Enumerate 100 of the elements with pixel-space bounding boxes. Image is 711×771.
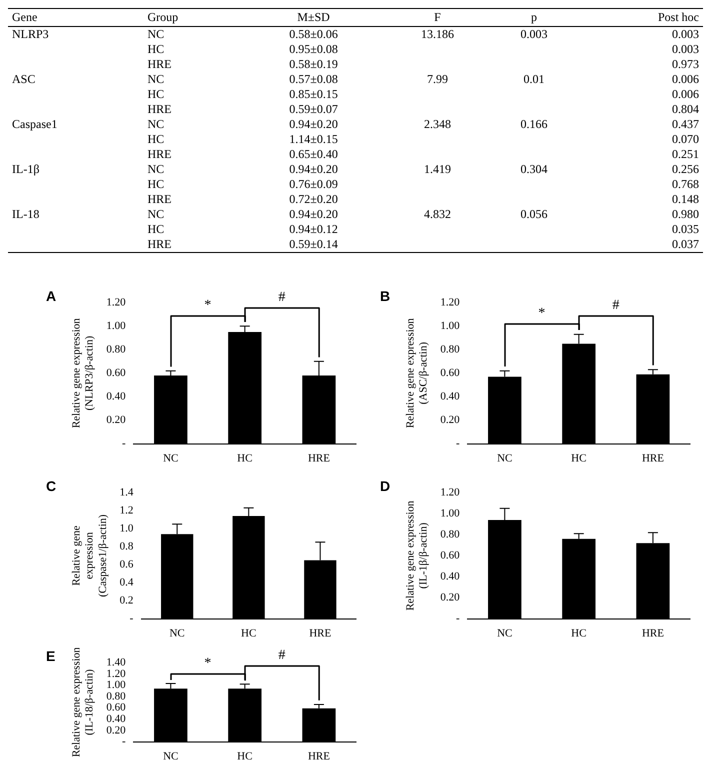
y-tick-label: 1.20 xyxy=(440,296,460,308)
y-tick-label: - xyxy=(122,438,126,450)
x-tick-label: HRE xyxy=(308,452,330,464)
x-tick-label: HC xyxy=(241,627,256,640)
text: 0.070 xyxy=(672,132,699,146)
text: ASC xyxy=(12,72,36,86)
text: 0.804 xyxy=(672,102,699,116)
text: 0.251 xyxy=(672,147,699,161)
y-tick-label: 0.4 xyxy=(120,576,134,589)
y-tick-label: 0.6 xyxy=(120,558,134,571)
y-tick-label: 0.80 xyxy=(440,344,460,356)
annotation: # xyxy=(611,298,620,314)
text: 0.57±0.08 xyxy=(289,72,338,86)
y-tick-label: 1.2 xyxy=(120,504,134,517)
text: 0.94±0.20 xyxy=(289,207,338,221)
y-tick-label: 0.60 xyxy=(106,702,126,714)
text: IL-1β xyxy=(12,162,40,176)
y-tick-label: 1.00 xyxy=(106,679,126,692)
text: HC xyxy=(147,42,164,56)
chart-title: B xyxy=(380,288,390,304)
text: 0.85±0.15 xyxy=(289,87,338,101)
x-tick-label: HC xyxy=(237,750,252,762)
x-tick-label: HC xyxy=(237,452,252,464)
text: HRE xyxy=(147,147,172,161)
y-tick-label: 0.20 xyxy=(440,592,460,604)
text: 0.006 xyxy=(672,87,699,101)
y-tick-label: 0.80 xyxy=(440,528,460,541)
category-label: Group xyxy=(143,8,242,26)
text: 0.256 xyxy=(672,162,699,176)
y-tick-label: 1.00 xyxy=(440,508,460,520)
annotation: # xyxy=(277,290,286,306)
text: 7.99 xyxy=(426,72,448,86)
y-tick-label: 0.40 xyxy=(440,570,460,583)
text: 2.348 xyxy=(424,117,451,131)
text: 0.94±0.20 xyxy=(289,162,338,176)
text: NC xyxy=(147,27,164,41)
category-label: F xyxy=(385,8,490,26)
y-tick-label: 0.80 xyxy=(106,690,126,702)
text: HRE xyxy=(147,102,172,116)
x-tick-label: NC xyxy=(163,750,178,762)
text: 0.94±0.12 xyxy=(289,222,338,236)
text: NC xyxy=(147,207,164,221)
text: 0.76±0.09 xyxy=(289,177,338,191)
y-tick-label: 0.60 xyxy=(106,367,126,380)
y-tick-label: 1.20 xyxy=(440,486,460,498)
chart-title: E xyxy=(46,648,56,664)
y-tick-label: - xyxy=(122,736,126,748)
text: Caspase1 xyxy=(12,117,58,131)
text: 0.01 xyxy=(524,72,544,86)
y-tick-label: - xyxy=(456,438,460,450)
y-tick-label: 1.20 xyxy=(106,296,126,308)
text: NC xyxy=(147,162,164,176)
text: 0.148 xyxy=(672,192,699,206)
text: 0.035 xyxy=(672,222,699,236)
y-tick-label: - xyxy=(456,612,460,625)
x-tick-label: NC xyxy=(497,452,512,464)
text: 0.973 xyxy=(672,57,699,71)
text: 0.166 xyxy=(520,117,548,131)
y-tick-label: 0.40 xyxy=(440,390,460,403)
x-tick-label: HC xyxy=(571,452,586,464)
text: 0.006 xyxy=(672,72,699,86)
chart-title: D xyxy=(380,478,390,494)
x-tick-label: HRE xyxy=(642,452,664,464)
text: 0.59±0.07 xyxy=(289,102,338,116)
text: HRE xyxy=(147,192,172,206)
text: 0.003 xyxy=(672,27,699,41)
text: 0.58±0.19 xyxy=(289,57,338,71)
text: 1.14±0.15 xyxy=(289,132,338,146)
category-label: Post hoc xyxy=(578,8,703,26)
y-tick-label: 1.00 xyxy=(106,320,126,332)
annotation: # xyxy=(277,648,286,664)
text: NLRP3 xyxy=(12,27,49,41)
x-tick-label: NC xyxy=(497,627,512,640)
text: 0.003 xyxy=(672,42,699,56)
text: HRE xyxy=(147,57,172,71)
text: HC xyxy=(147,222,164,236)
text: 0.437 xyxy=(672,117,699,131)
y-tick-label: 0.80 xyxy=(106,344,126,356)
text: HC xyxy=(147,132,164,146)
x-tick-label: NC xyxy=(169,627,185,640)
text: 0.95±0.08 xyxy=(289,42,338,56)
text: 0.768 xyxy=(672,177,699,191)
text: 0.58±0.06 xyxy=(289,27,338,41)
x-tick-label: NC xyxy=(163,452,178,464)
y-tick-label: 0.20 xyxy=(106,724,126,736)
text: IL-18 xyxy=(12,207,40,221)
x-tick-label: HRE xyxy=(308,750,330,762)
y-tick-label: 0.2 xyxy=(120,594,134,607)
chart-title: A xyxy=(46,288,56,304)
text: 0.72±0.20 xyxy=(289,192,338,206)
y-axis-title: Relative gene expression (ASC/β-actin) xyxy=(404,318,430,428)
text: 0.980 xyxy=(672,207,699,221)
y-tick-label: 0.20 xyxy=(440,414,460,426)
text: 0.056 xyxy=(520,207,548,221)
annotation: * xyxy=(203,656,212,672)
text: 0.59±0.14 xyxy=(289,237,338,251)
y-tick-label: 1.20 xyxy=(106,668,126,680)
y-tick-label: 0.60 xyxy=(440,550,460,562)
y-tick-label: 0.40 xyxy=(106,390,126,403)
text: HRE xyxy=(147,237,172,251)
